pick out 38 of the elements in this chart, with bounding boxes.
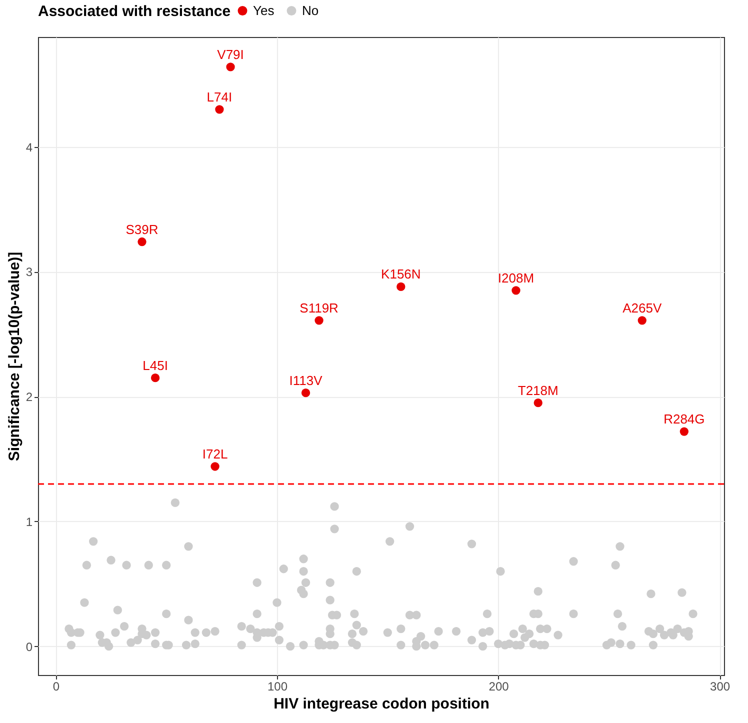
annotation: I208M [498, 270, 534, 286]
annotation: I72L [202, 446, 228, 462]
x-tick-label: 300 [710, 680, 730, 694]
legend-label: No [302, 2, 319, 18]
point [138, 237, 146, 246]
annotation: L45I [142, 358, 168, 373]
annotation: T218M [518, 382, 558, 398]
annotation: A265V [622, 300, 662, 316]
legend-label: Yes [253, 2, 275, 18]
point [680, 427, 688, 436]
y-tick-label: 1 [26, 514, 33, 529]
annotation: S119R [300, 300, 338, 316]
legend-title: Associated with resistance [38, 3, 231, 20]
y-tick-label: 2 [26, 390, 33, 404]
point [301, 388, 310, 398]
point [638, 316, 646, 325]
y-axis-title: Significance [-log10(p-value)] [6, 252, 23, 462]
x-axis-title: HIV integrease codon position [274, 696, 490, 712]
annotation: S39R [126, 222, 158, 237]
point [396, 282, 406, 292]
y-tick-label: 0 [26, 640, 33, 654]
annotation: K156N [381, 266, 421, 282]
point [226, 62, 235, 72]
annotation: L74I [206, 89, 232, 104]
point [512, 286, 520, 295]
point [210, 462, 220, 471]
point [215, 105, 224, 114]
point [314, 316, 324, 325]
annotation: R284G [664, 412, 705, 427]
point [150, 374, 160, 382]
point [534, 398, 542, 408]
annotation: V79I [217, 46, 244, 62]
x-tick-label: 100 [267, 680, 288, 694]
annotation: I113V [289, 372, 323, 388]
x-tick-label: 0 [52, 680, 60, 694]
y-tick-label: 4 [26, 140, 33, 154]
x-tick-label: 200 [488, 680, 510, 694]
y-tick-label: 3 [26, 265, 33, 280]
